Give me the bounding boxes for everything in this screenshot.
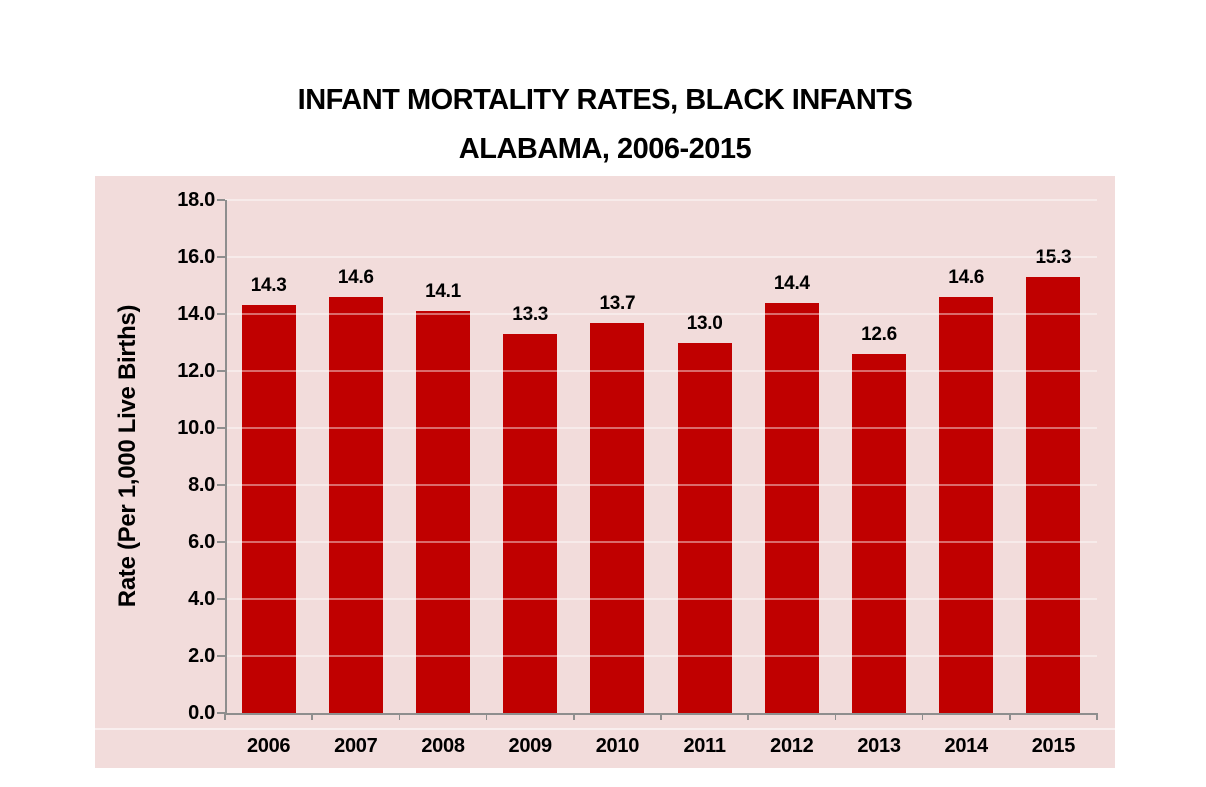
- gridline: [225, 199, 1097, 201]
- bar: [939, 296, 994, 713]
- y-axis-tick-label: 4.0: [188, 588, 215, 610]
- y-axis-tick-mark: [217, 655, 225, 657]
- gridline: [225, 256, 1097, 258]
- y-axis-tick-label: 16.0: [177, 246, 215, 268]
- bar-value-label: 13.3: [512, 303, 549, 325]
- x-axis-tick-label: 2011: [683, 735, 726, 757]
- x-axis-tick-mark: [224, 713, 226, 720]
- bar-value-label: 12.6: [861, 323, 897, 345]
- bar: [416, 311, 470, 713]
- x-axis-tick-mark: [747, 713, 749, 720]
- bar: [764, 302, 819, 713]
- y-axis-tick-label: 0.0: [188, 702, 215, 724]
- gridline: [225, 313, 1097, 315]
- x-axis-tick-mark: [485, 713, 488, 720]
- chart-title-line-1: INFANT MORTALITY RATES, BLACK INFANTS: [297, 84, 913, 116]
- x-axis-tick-label: 2009: [508, 735, 553, 757]
- bar-value-label: 15.3: [1035, 246, 1072, 268]
- x-axis-tick-label: 2012: [770, 735, 814, 757]
- y-axis-tick-mark: [217, 427, 225, 429]
- y-axis-tick-mark: [217, 199, 225, 201]
- gridline: [225, 655, 1097, 657]
- bar-value-label: 14.6: [948, 266, 985, 288]
- bar: [328, 296, 383, 713]
- y-axis-tick-label: 14.0: [177, 303, 215, 325]
- chart-area: Rate (Per 1,000 Live Births) 14.3 2006 14.…: [95, 176, 1115, 768]
- chart-title: INFANT MORTALITY RATES, BLACK INFANTS AL…: [95, 76, 1115, 174]
- bar: [503, 333, 558, 713]
- x-axis-tick-label: 2010: [595, 735, 640, 757]
- x-axis-tick-mark: [1096, 713, 1098, 720]
- x-axis-tick-mark: [1009, 713, 1011, 720]
- bar: [852, 353, 906, 713]
- x-axis-tick-mark: [573, 713, 575, 720]
- gridline: [225, 427, 1097, 429]
- x-axis-tick-mark: [921, 713, 924, 720]
- y-axis-tick-label: 6.0: [188, 531, 215, 553]
- y-axis-tick-label: 8.0: [188, 474, 215, 496]
- bar: [241, 305, 296, 713]
- x-axis-tick-mark: [311, 713, 313, 720]
- y-axis-tick-mark: [217, 256, 225, 258]
- gridline: [225, 484, 1097, 486]
- y-axis-tick-mark: [217, 712, 225, 714]
- bar: [590, 322, 645, 713]
- y-axis-tick-label: 2.0: [188, 645, 215, 667]
- bar-value-label: 14.4: [773, 272, 810, 294]
- x-axis-tick-mark: [834, 713, 837, 720]
- x-axis-tick-label: 2013: [857, 735, 901, 757]
- bar-value-label: 14.3: [250, 275, 287, 297]
- plot-area-bottom-edge: [95, 728, 1115, 730]
- x-axis-tick-label: 2014: [944, 735, 989, 757]
- y-axis-tick-mark: [217, 313, 225, 315]
- gridline: [225, 598, 1097, 600]
- y-axis-tick-label: 18.0: [177, 189, 215, 211]
- y-axis-tick-label: 10.0: [177, 417, 215, 439]
- x-axis-tick-mark: [660, 713, 662, 720]
- x-axis-tick-label: 2007: [334, 735, 378, 757]
- bar-value-label: 14.1: [425, 281, 461, 303]
- x-axis-tick-label: 2015: [1031, 735, 1076, 757]
- bar: [677, 342, 732, 713]
- gridline: [225, 370, 1097, 372]
- bar-value-label: 13.0: [686, 312, 723, 334]
- bar: [1026, 276, 1081, 713]
- y-axis-tick-mark: [217, 541, 225, 543]
- bar-value-label: 13.7: [599, 292, 636, 314]
- y-axis-tick-label: 12.0: [177, 360, 215, 382]
- gridline: [225, 541, 1097, 543]
- x-axis-tick-mark: [398, 713, 401, 720]
- y-axis-tick-mark: [217, 370, 225, 372]
- y-axis-tick-mark: [217, 598, 225, 600]
- bar-value-label: 14.6: [337, 266, 374, 288]
- x-axis-tick-label: 2006: [246, 735, 291, 757]
- y-axis-line: [225, 200, 227, 715]
- x-axis-tick-label: 2008: [421, 735, 465, 757]
- x-axis-line: [225, 713, 1097, 715]
- y-axis-tick-mark: [217, 484, 225, 486]
- chart-title-line-2: ALABAMA, 2006-2015: [458, 133, 752, 165]
- y-axis-title: Rate (Per 1,000 Live Births): [114, 304, 141, 608]
